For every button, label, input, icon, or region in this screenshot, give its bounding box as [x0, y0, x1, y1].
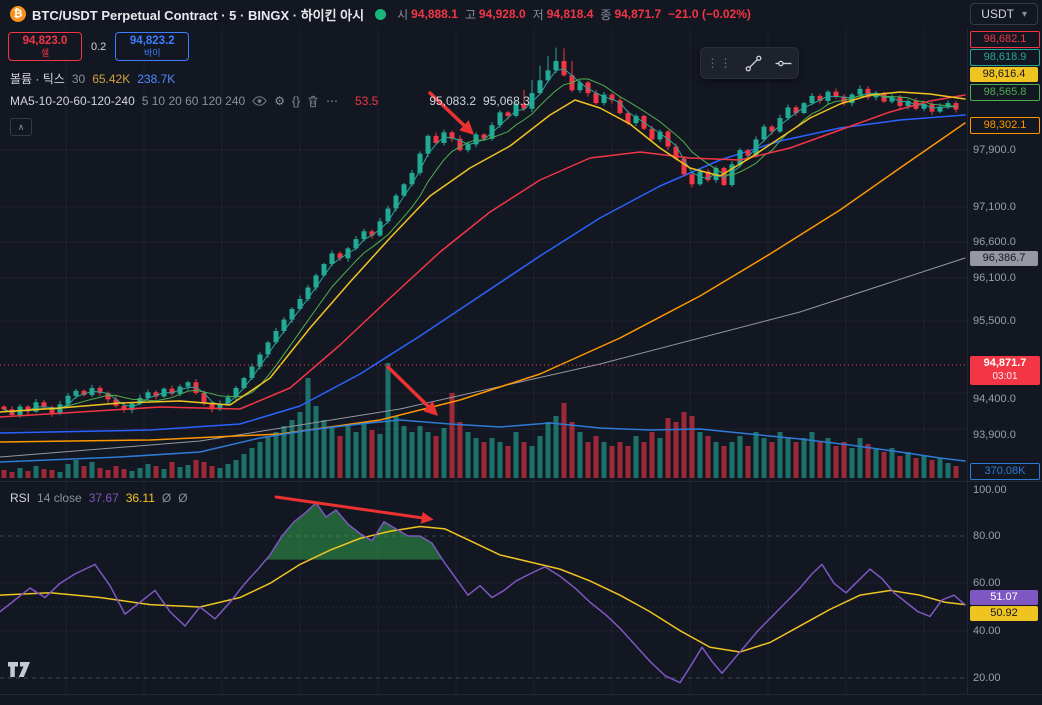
- ma-legend-params: 5 10 20 60 120 240: [141, 94, 246, 108]
- ma-legend-title[interactable]: MA5-10-20-60-120-240: [10, 94, 135, 108]
- price-axis-label: 93,900.0: [973, 429, 1016, 441]
- price-axis-label: 98,565.8: [970, 84, 1040, 101]
- volume-legend-title[interactable]: 볼륨 · 틱스: [10, 72, 65, 86]
- price-axis-label: 370.08K: [970, 463, 1040, 480]
- price-axis-label: 50.92: [970, 606, 1038, 621]
- trendline-tool-icon[interactable]: [744, 54, 763, 73]
- rsi-na-value-2: Ø: [178, 491, 188, 505]
- ma-value-1: 53.5: [354, 94, 379, 108]
- rsi-legend-title[interactable]: RSI: [10, 491, 31, 505]
- buy-label: 바이: [144, 47, 161, 58]
- price-axis-label: 40.00: [973, 625, 1001, 637]
- volume-legend: 볼륨 · 틱스 30 65.42K 238.7K: [10, 70, 175, 87]
- ma-legend: MA5-10-20-60-120-240 5 10 20 60 120 240 …: [10, 94, 530, 108]
- chevron-down-icon: ▾: [1021, 8, 1027, 20]
- buy-button[interactable]: 94,823.2 바이: [115, 32, 190, 61]
- spread-value: 0.2: [91, 40, 107, 53]
- low-label: 저: [532, 7, 544, 22]
- price-axis-label: 80.00: [973, 530, 1001, 542]
- current-price-value: 94,871.7: [983, 357, 1027, 369]
- drag-handle-icon[interactable]: ⋮⋮: [706, 56, 733, 70]
- price-axis-label: 20.00: [973, 672, 1001, 684]
- rsi-legend: RSI 14 close 37.67 36.11 Ø Ø: [10, 491, 188, 505]
- current-price-label: 94,871.7 03:01: [970, 356, 1040, 385]
- currency-label: USDT: [981, 7, 1014, 21]
- low-value: 94,818.4: [546, 7, 594, 21]
- close-value: 94,871.7: [614, 7, 662, 21]
- rsi-na-value-1: Ø: [161, 491, 172, 505]
- price-axis-label: 98,616.4: [970, 67, 1038, 82]
- price-axis-label: 97,100.0: [973, 201, 1016, 213]
- sell-button[interactable]: 94,823.0 셀: [8, 32, 82, 61]
- open-value: 94,888.1: [411, 7, 458, 21]
- close-label: 종: [600, 7, 612, 22]
- price-axis-label: 100.00: [973, 484, 1007, 496]
- price-axis-label: 98,302.1: [970, 117, 1040, 134]
- volume-ma-value: 238.7K: [137, 71, 176, 86]
- more-icon[interactable]: ⋯: [325, 94, 338, 108]
- change-value: −21.0 (−0.02%): [668, 7, 751, 21]
- market-status-icon: [375, 8, 387, 20]
- collapse-legend-button[interactable]: ∧: [10, 118, 32, 136]
- price-axis-label: 60.00: [973, 577, 1001, 589]
- sell-price: 94,823.0: [22, 34, 68, 47]
- drawing-toolbar: ⋮⋮: [700, 47, 799, 79]
- price-axis-label: 94,400.0: [973, 393, 1016, 405]
- price-axis-label: 96,600.0: [973, 236, 1016, 248]
- buy-price: 94,823.2: [129, 34, 175, 47]
- rsi-ma-value: 36.11: [125, 491, 155, 505]
- ma-value-3: 95,068.3: [483, 94, 530, 108]
- price-axis-label: 96,100.0: [973, 272, 1016, 284]
- volume-legend-param: 30: [71, 71, 86, 86]
- ma-value-2: 95,083.2: [429, 94, 477, 108]
- price-axis-label: 95,500.0: [973, 315, 1016, 327]
- bar-countdown: 03:01: [992, 371, 1018, 382]
- rsi-legend-params: 14 close: [37, 491, 82, 505]
- chevron-up-icon: ∧: [17, 121, 25, 132]
- high-label: 고: [464, 7, 476, 22]
- price-axis-label: 98,682.1: [970, 31, 1040, 48]
- rsi-value: 37.67: [88, 491, 119, 505]
- btc-icon: ₿: [10, 6, 26, 22]
- source-code-icon[interactable]: {}: [291, 94, 300, 108]
- tradingview-logo[interactable]: [8, 662, 34, 683]
- high-value: 94,928.0: [478, 7, 526, 21]
- trade-widget: 94,823.0 셀 0.2 94,823.2 바이: [8, 32, 190, 61]
- price-axis-label: 51.07: [970, 590, 1038, 605]
- open-label: 시: [397, 7, 409, 22]
- volume-value: 65.42K: [92, 71, 131, 86]
- topbar: ₿ BTC/USDT Perpetual Contract · 5 · BING…: [0, 0, 1042, 28]
- horizontal-ray-tool-icon[interactable]: [774, 54, 793, 73]
- sell-label: 셀: [40, 47, 50, 58]
- eye-icon[interactable]: [252, 95, 267, 107]
- price-axis-label: 97,900.0: [973, 144, 1016, 156]
- price-axis-label: 98,618.9: [970, 49, 1040, 66]
- price-axis[interactable]: 98,682.1 98,618.9 98,616.4 98,565.8 98,302.1…: [967, 0, 1042, 705]
- currency-dropdown[interactable]: USDT ▾: [970, 3, 1038, 25]
- time-axis[interactable]: [0, 694, 1042, 705]
- gear-icon[interactable]: ⚙: [274, 94, 285, 108]
- trash-icon[interactable]: [307, 95, 319, 108]
- price-axis-label: 96,386.7: [970, 251, 1038, 266]
- pane-divider[interactable]: [0, 481, 1042, 482]
- symbol-title[interactable]: BTC/USDT Perpetual Contract · 5 · BINGX …: [32, 7, 365, 23]
- ohlc-readout: 시 94,888.1 고 94,928.0 저 94,818.4 종 94,87…: [397, 6, 751, 23]
